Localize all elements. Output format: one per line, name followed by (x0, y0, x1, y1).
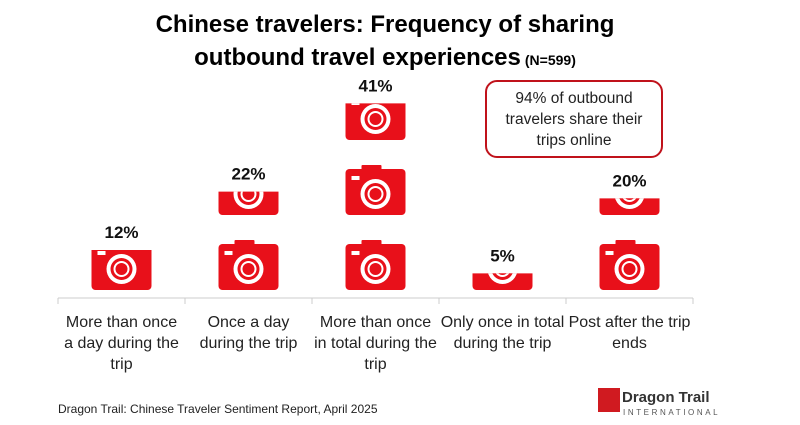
camera-lens-inner (369, 113, 382, 125)
logo-name: Dragon Trail (622, 389, 710, 406)
camera-body (599, 198, 660, 215)
value-label: 22% (231, 165, 265, 184)
camera-lens-inner (369, 188, 382, 200)
camera-flash (351, 251, 360, 255)
value-label: 12% (104, 223, 138, 242)
camera-flash (605, 251, 614, 255)
camera-flash (479, 251, 487, 255)
camera-lens-inner (242, 263, 255, 275)
category-label: Only once in total during the trip (440, 314, 565, 352)
value-label: 20% (612, 171, 646, 190)
value-label: 5% (490, 246, 515, 265)
chart-title: Chinese travelers: Frequency of sharing … (130, 8, 640, 77)
pictograph-column (218, 191, 279, 290)
pictograph-column (599, 165, 660, 290)
category-label: More than once a day during the trip (64, 314, 179, 373)
camera-lens-inner (242, 191, 255, 200)
category-label: Post after the trip ends (568, 314, 691, 352)
pictograph-column (91, 250, 152, 290)
value-label: 41% (358, 76, 392, 95)
camera-bump (616, 165, 636, 171)
pictograph-column (472, 240, 533, 290)
logo-tagline: INTERNATIONAL (623, 408, 721, 417)
camera-lens-inner (369, 263, 382, 275)
annotation: 94% of outbound travelers share their tr… (485, 80, 663, 158)
camera-flash (351, 176, 360, 180)
camera-flash (97, 251, 106, 255)
pictograph-column (345, 103, 406, 290)
camera-lens-inner (498, 273, 507, 275)
camera-flash (224, 251, 233, 255)
camera-flash (351, 103, 360, 105)
chart-subtitle: (N=599) (524, 52, 576, 68)
logo-mark (598, 388, 620, 412)
camera-bump (489, 240, 509, 246)
title-text: Chinese travelers: Frequency of sharing … (155, 11, 615, 71)
camera-lens-center (495, 273, 510, 277)
camera-lens-inner (623, 263, 636, 275)
category-label: Once a day during the trip (199, 314, 298, 352)
category-label: More than once in total during the trip (314, 314, 437, 373)
camera-lens-inner (115, 263, 128, 275)
source: Dragon Trail: Chinese Traveler Sentiment… (58, 402, 378, 416)
